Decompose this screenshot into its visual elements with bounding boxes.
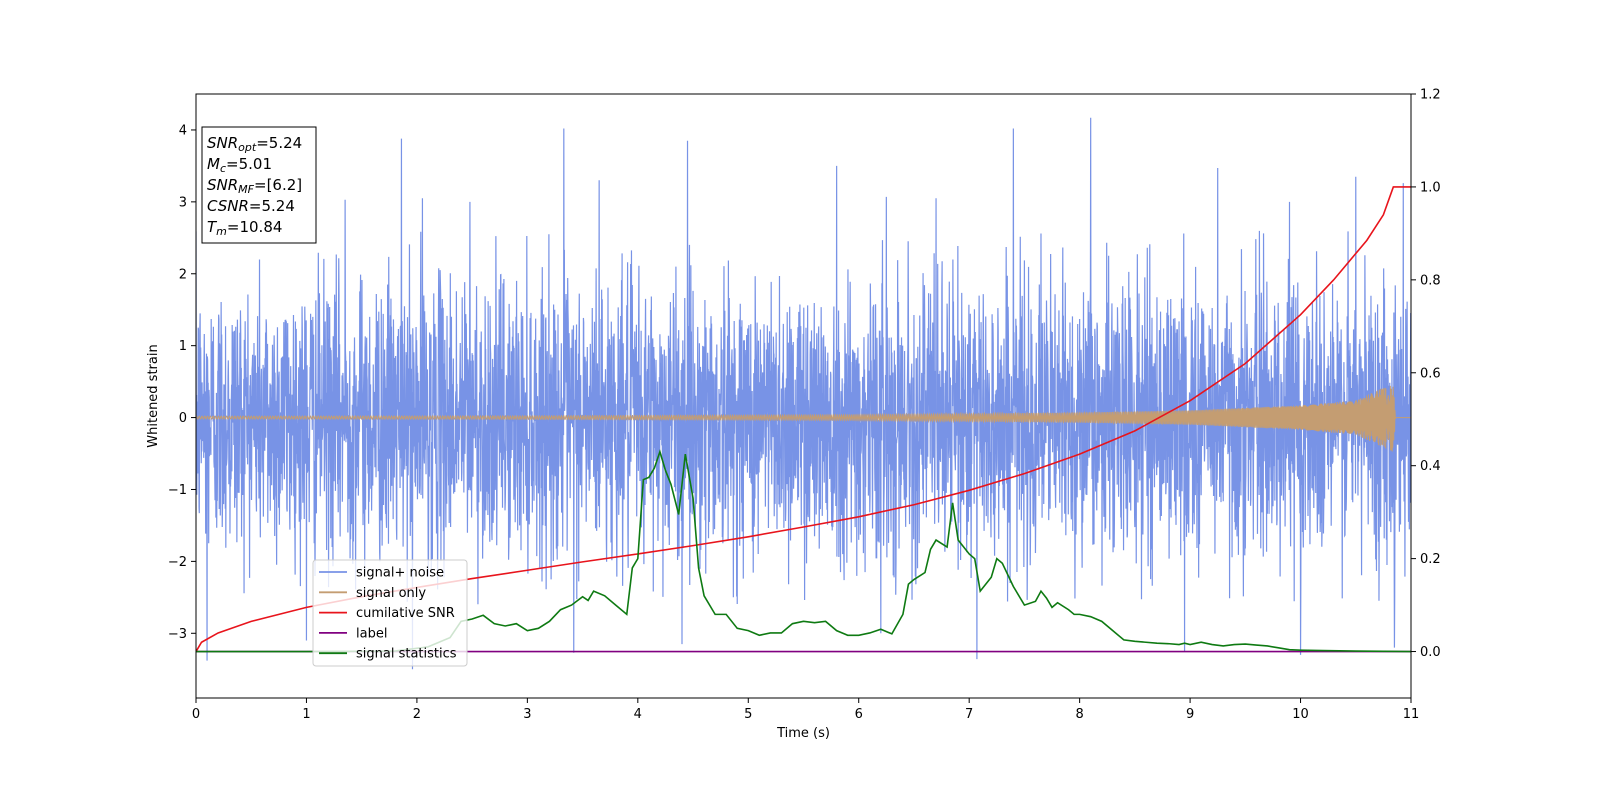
y2-tick-label: 1.2 [1420,88,1441,103]
x-tick-label: 7 [965,707,973,722]
series-signal-only [196,385,1411,452]
x-tick-label: 6 [855,707,863,722]
y-tick-label: 1 [179,339,187,354]
x-tick-label: 10 [1292,707,1309,722]
legend: signal+ noise signal only cumilative SNR la… [312,559,468,667]
legend-label: signal statistics [356,647,457,662]
y2-tick-label: 0.6 [1420,366,1441,381]
x-tick-label: 11 [1403,707,1420,722]
y2-tick-label: 0.4 [1420,459,1441,474]
x-tick-label: 5 [744,707,752,722]
x-tick-label: 8 [1075,707,1083,722]
y-tick-label: 3 [179,195,187,210]
y-tick-label: 2 [179,267,187,282]
y-tick-label: −3 [168,627,187,642]
y2-tick-label: 0.8 [1420,273,1441,288]
legend-label: label [356,626,387,641]
annotation-line: SNRMF=[6.2] [207,176,302,196]
legend-label: signal only [356,586,426,601]
x-tick-label: 3 [523,707,531,722]
x-tick-label: 0 [192,707,200,722]
y2-tick-label: 0.2 [1420,552,1441,567]
plot-frame [195,93,1412,699]
annotation-line: Mc=5.01 [207,155,272,175]
legend-frame [312,559,468,667]
annotation-frame [201,126,317,244]
y2-tick-label: 1.0 [1420,180,1441,195]
x-tick-label: 1 [302,707,310,722]
legend-label: signal+ noise [356,566,444,581]
series-signal-statistics [196,449,1411,653]
x-tick-label: 4 [634,707,642,722]
y-tick-label: 4 [179,123,187,138]
y2-tick-label: 0.0 [1420,645,1441,660]
annotation-line: CSNR=5.24 [207,197,295,215]
y-tick-label: 0 [179,411,187,426]
y-tick-label: −2 [168,555,187,570]
y-axis-label: Whitened strain [146,344,161,447]
annotation-line: SNRopt=5.24 [207,134,302,154]
x-tick-label: 2 [413,707,421,722]
axes-layer: 0 1 2 3 4 5 6 7 8 9 10 11 −3 −2 −1 0 1 2 3 4 0.0 0.2 0.4 0.6 0.8… [168,88,1441,723]
x-tick-label: 9 [1186,707,1194,722]
y-tick-label: −1 [168,483,187,498]
annotation-line: Tm=10.84 [207,218,282,238]
x-axis-label: Time (s) [776,726,830,741]
legend-label: cumilative SNR [356,606,455,621]
